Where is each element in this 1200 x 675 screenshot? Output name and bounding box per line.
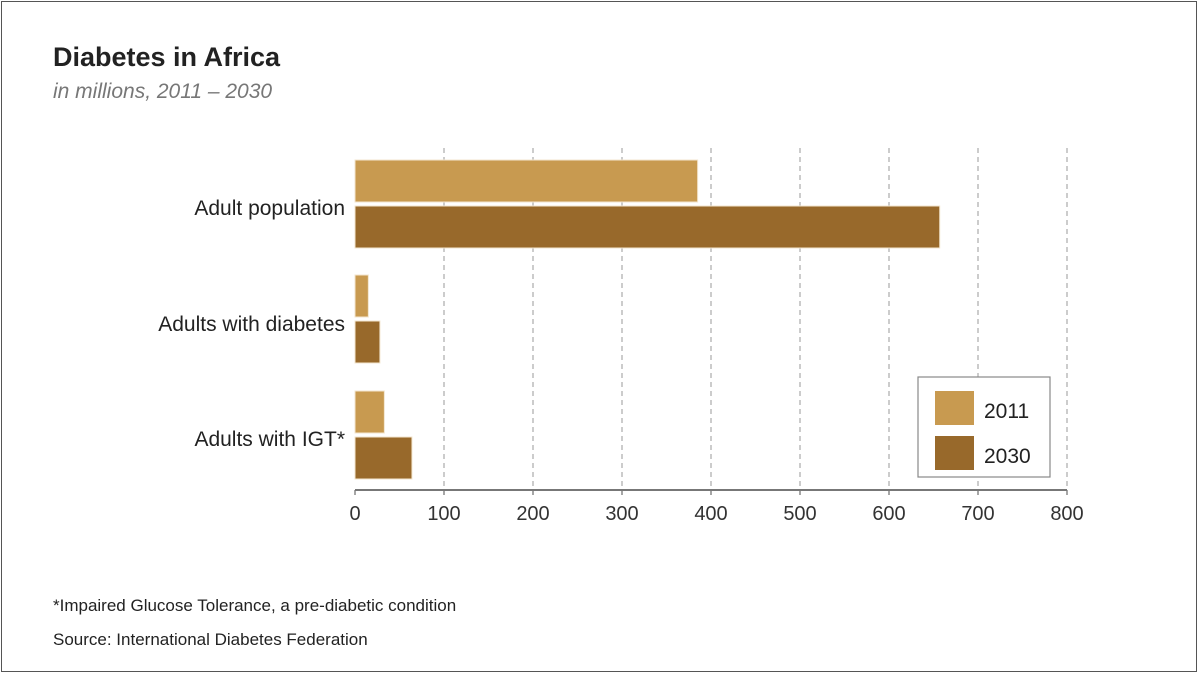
category-label: Adults with diabetes <box>158 313 345 336</box>
bar-2011 <box>354 159 699 203</box>
source-note: Source: International Diabetes Federatio… <box>53 630 368 649</box>
legend-swatch-2030 <box>935 436 974 470</box>
x-tick-label: 600 <box>872 503 905 525</box>
chart-subtitle: in millions, 2011 – 2030 <box>53 80 273 103</box>
category-label: Adults with IGT* <box>194 428 345 451</box>
legend-label: 2030 <box>984 445 1031 468</box>
x-tick-label: 400 <box>694 503 727 525</box>
footnote: *Impaired Glucose Tolerance, a pre-diabe… <box>53 596 457 615</box>
bar-2011 <box>354 274 369 318</box>
x-tick-label: 0 <box>349 503 360 525</box>
bar-2011 <box>354 390 385 434</box>
bar-2030 <box>354 205 941 249</box>
bar-2030 <box>354 320 381 364</box>
legend-swatch-2011 <box>935 391 974 425</box>
x-tick-label: 200 <box>516 503 549 525</box>
category-label: Adult population <box>194 197 345 220</box>
chart-title: Diabetes in Africa <box>53 42 281 72</box>
x-tick-label: 100 <box>427 503 460 525</box>
x-tick-label: 800 <box>1050 503 1083 525</box>
legend-label: 2011 <box>984 400 1029 423</box>
bar-2030 <box>354 436 413 480</box>
x-tick-label: 300 <box>605 503 638 525</box>
x-tick-label: 700 <box>961 503 994 525</box>
x-tick-label: 500 <box>783 503 816 525</box>
